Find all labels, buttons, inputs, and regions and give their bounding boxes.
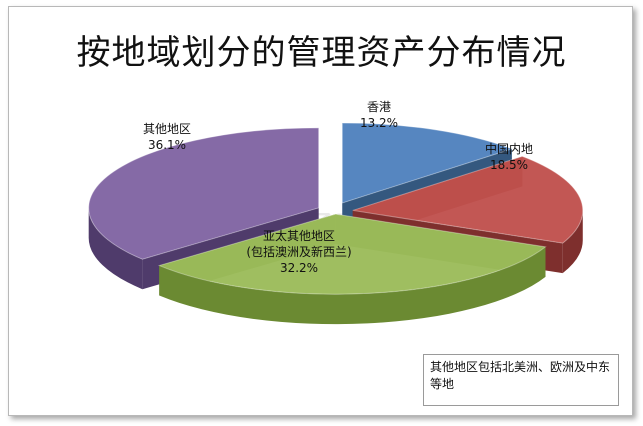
- slice-label: 其他地区 36.1%: [143, 122, 191, 152]
- slice-label: 香港 13.2%: [360, 100, 398, 130]
- slice-label: 中国内地 18.5%: [485, 141, 533, 172]
- pie-chart: 智通财经 香港13.2%中国内地18.5%亚太其他地区(包括澳洲及新西兰)32.…: [88, 100, 584, 325]
- chart-frame: 按地域划分的管理资产分布情况 智通财经 香港13.2%中国内地18.5%亚太其他…: [8, 6, 633, 416]
- pie-slice-side: [159, 246, 546, 325]
- footnote: 其他地区包括北美洲、欧洲及中东等地: [423, 354, 619, 406]
- pie-slice: [157, 213, 547, 295]
- pie-slice-side: [88, 207, 143, 290]
- pie-slice: [88, 127, 320, 260]
- slice-label: 亚太其他地区(包括澳洲及新西兰) 32.2%: [246, 228, 351, 275]
- pie-slice: [352, 155, 584, 244]
- chart-title: 按地域划分的管理资产分布情况: [76, 33, 567, 73]
- pie-slice-side: [562, 210, 583, 274]
- pie-slice: [341, 122, 514, 204]
